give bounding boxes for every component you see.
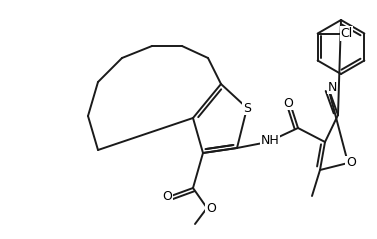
Text: O: O [283,97,293,109]
Text: O: O [346,157,356,169]
Text: O: O [162,190,172,202]
Text: O: O [206,201,216,214]
Text: Cl: Cl [340,27,353,40]
Text: N: N [327,81,337,93]
Text: NH: NH [261,135,279,147]
Text: S: S [243,102,251,114]
